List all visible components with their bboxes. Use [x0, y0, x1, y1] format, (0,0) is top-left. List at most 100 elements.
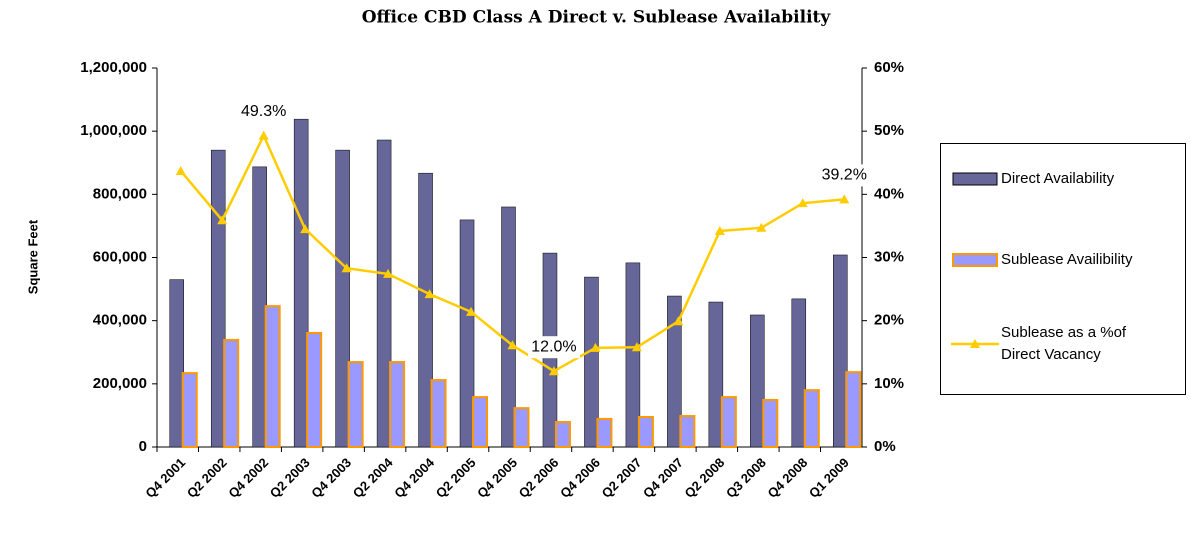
legend-marker [970, 339, 980, 348]
line-marker [258, 130, 269, 140]
line-marker [714, 225, 725, 235]
bar [418, 172, 433, 448]
legend-box [952, 253, 998, 267]
chart: Office CBD Class A Direct v. Sublease Av… [25, 8, 904, 501]
x-tick-label: Q4 2005 [474, 455, 520, 501]
line-marker [590, 342, 601, 352]
chart-title: Office CBD Class A Direct v. Sublease Av… [362, 8, 832, 28]
x-tick-label: Q4 2008 [764, 455, 810, 501]
y2-tick-label: 10% [874, 375, 904, 392]
y-tick-label: 800,000 [93, 185, 147, 202]
bar [347, 361, 364, 448]
legend-box [952, 172, 998, 186]
bar [501, 206, 516, 448]
line-marker [466, 306, 477, 316]
legend-label: Sublease Availibility [1001, 251, 1133, 268]
bar [430, 379, 447, 448]
legend-swatch [951, 339, 999, 348]
line-marker [341, 263, 352, 273]
x-tick-label: Q2 2003 [267, 455, 313, 501]
line-marker [756, 222, 767, 232]
bar [459, 219, 475, 448]
bar [376, 139, 392, 448]
bar [264, 305, 281, 448]
line-marker [673, 316, 684, 326]
y-tick-label: 1,000,000 [80, 122, 147, 139]
legend-entry: Sublease Availibility [949, 249, 1185, 271]
x-tick-label: Q4 2003 [308, 455, 354, 501]
y-tick-label: 200,000 [93, 375, 147, 392]
y2-tick-label: 50% [874, 122, 904, 139]
bar [845, 371, 862, 448]
value-label: 39.2% [822, 167, 867, 184]
bar [720, 396, 737, 448]
legend-swatch [952, 172, 998, 186]
y-tick-label: 400,000 [93, 312, 147, 329]
bar [791, 298, 807, 448]
bar [584, 276, 599, 448]
bar [667, 295, 682, 448]
bar [181, 372, 198, 448]
bar [708, 301, 724, 448]
y2-tick-label: 60% [874, 59, 904, 76]
x-tick-label: Q2 2008 [682, 455, 728, 501]
bar [625, 262, 641, 448]
bar [293, 118, 309, 448]
y2-tick-label: 30% [874, 248, 904, 265]
line-marker [217, 215, 228, 225]
line-marker [175, 165, 186, 175]
legend-swatch [952, 253, 998, 267]
line-marker [300, 224, 311, 234]
y-tick-label: 0 [139, 438, 147, 455]
y-tick-label: 1,200,000 [80, 59, 147, 76]
legend: Direct Availability Sublease Availibility… [940, 143, 1186, 395]
bar [210, 149, 226, 448]
line-marker [797, 198, 808, 208]
y2-tick-label: 40% [874, 185, 904, 202]
line-marker [383, 268, 394, 278]
bar [472, 396, 489, 448]
line-marker [839, 194, 850, 204]
bar [169, 279, 184, 448]
bar [554, 421, 571, 448]
bar [637, 415, 654, 448]
x-tick-label: Q2 2007 [599, 455, 645, 501]
x-tick-label: Q1 2009 [806, 455, 852, 501]
legend-label: Direct Availability [1001, 170, 1115, 187]
line-marker [507, 340, 518, 350]
bar [762, 398, 779, 448]
value-label-bg [237, 100, 290, 123]
bar [306, 331, 323, 448]
x-tick-label: Q4 2007 [640, 455, 686, 501]
y2-tick-label: 0% [874, 438, 896, 455]
line-marker [631, 342, 642, 352]
x-tick-label: Q3 2008 [723, 455, 769, 501]
x-tick-label: Q4 2004 [391, 454, 437, 500]
bar [223, 338, 240, 448]
legend-label: Sublease as a %of Direct Vacancy [1001, 324, 1127, 363]
bar [679, 415, 696, 449]
bar [335, 149, 350, 448]
x-tick-label: Q2 2002 [184, 455, 230, 501]
y-tick-label: 600,000 [93, 248, 147, 265]
x-tick-label: Q4 2002 [225, 455, 271, 501]
x-tick-label: Q4 2001 [142, 455, 188, 501]
x-tick-label: Q4 2006 [557, 455, 603, 501]
bar [252, 166, 267, 448]
line-marker [424, 289, 435, 299]
value-label-bg [527, 336, 580, 359]
bar [750, 314, 765, 448]
x-tick-label: Q2 2005 [433, 455, 479, 501]
legend-entry: Sublease as a %of Direct Vacancy [949, 322, 1185, 366]
line-marker [548, 366, 559, 376]
x-tick-label: Q2 2004 [350, 454, 396, 500]
bar [389, 361, 406, 448]
y2-tick-label: 20% [874, 312, 904, 329]
bar [803, 389, 820, 448]
bar [833, 254, 848, 448]
y-axis-title: Square Feet [25, 219, 40, 294]
value-label: 12.0% [531, 338, 576, 355]
value-label-bg [818, 164, 871, 187]
legend-entry: Direct Availability [949, 168, 1185, 190]
bar [513, 407, 530, 448]
